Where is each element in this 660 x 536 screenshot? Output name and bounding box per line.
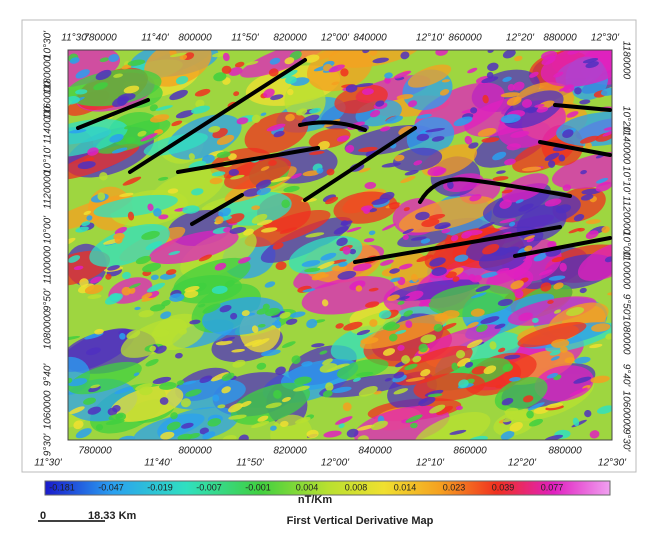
bottom-label: 780000 [78, 446, 112, 457]
colorbar-label: 0.023 [443, 482, 466, 492]
top-label: 12°30' [591, 33, 620, 44]
colorbar-label: 0.014 [394, 482, 417, 492]
left-label: 1080000 [43, 310, 54, 349]
top-label: 12°10' [416, 33, 445, 44]
top-label: 860000 [448, 33, 482, 44]
right-label: 1180000 [620, 41, 631, 80]
top-label: 12°00' [321, 33, 350, 44]
map-page: 0 18.33 Km nT/Km First Vertical Derivati… [0, 0, 660, 531]
colorbar-unit: nT/Km [298, 494, 332, 506]
left-label: 10°10' [43, 145, 54, 174]
top-label: 840000 [353, 33, 387, 44]
left-label: 9°40' [43, 363, 54, 387]
right-label: 1060000 [620, 391, 631, 430]
bottom-degree-label: 11°40' [144, 458, 173, 469]
right-label: 9°40' [620, 364, 631, 388]
bottom-label: 880000 [548, 446, 582, 457]
top-label: 780000 [83, 33, 117, 44]
top-label: 12°20' [506, 33, 535, 44]
colorbar-label: 0.077 [541, 482, 564, 492]
top-label: 820000 [273, 33, 307, 44]
scale-start: 0 [40, 510, 46, 522]
right-label: 9°30' [620, 429, 631, 453]
bottom-degree-label: 12°30' [598, 458, 627, 469]
map-title: First Vertical Derivative Map [287, 515, 434, 527]
right-label: 1140000 [620, 126, 631, 165]
bottom-degree-label: 12°10' [416, 458, 445, 469]
colorbar [45, 481, 610, 495]
top-label: 11°50' [231, 33, 260, 44]
colorbar-label: -0.181 [49, 482, 75, 492]
colorbar-label: 0.008 [345, 482, 368, 492]
colorbar-label: -0.001 [245, 482, 271, 492]
right-label: 1120000 [620, 196, 631, 235]
right-label: 1080000 [620, 316, 631, 355]
colorbar-label: -0.019 [147, 482, 173, 492]
colorbar-label: 0.039 [492, 482, 515, 492]
bottom-label: 820000 [273, 446, 307, 457]
right-label: 10°10' [620, 166, 631, 195]
bottom-degree-label: 11°30' [34, 458, 63, 469]
top-label: 880000 [543, 33, 577, 44]
left-label: 9°30' [43, 433, 54, 457]
left-label: 1060000 [43, 390, 54, 429]
left-label: 1140000 [43, 105, 54, 144]
scale-end: 18.33 Km [88, 510, 137, 522]
left-label: 1120000 [43, 170, 54, 209]
bottom-label: 800000 [178, 446, 212, 457]
bottom-label: 840000 [358, 446, 392, 457]
bottom-degree-label: 12°20' [508, 458, 537, 469]
colorbar-label: -0.007 [196, 482, 222, 492]
map-raster [20, 28, 650, 461]
right-label: 9°50' [620, 294, 631, 318]
top-label: 800000 [178, 33, 212, 44]
colorbar-label: 0.004 [296, 482, 319, 492]
left-label: 10°30' [43, 30, 54, 59]
right-label: 1100000 [620, 251, 631, 290]
colorbar-label: -0.047 [98, 482, 124, 492]
left-label: 1100000 [43, 245, 54, 284]
bottom-label: 860000 [453, 446, 487, 457]
top-label: 11°40' [141, 33, 170, 44]
left-label: 9°50' [43, 288, 54, 312]
left-label: 10°00' [43, 215, 54, 244]
bottom-degree-label: 11°50' [236, 458, 265, 469]
bottom-degree-label: 12°00' [321, 458, 350, 469]
